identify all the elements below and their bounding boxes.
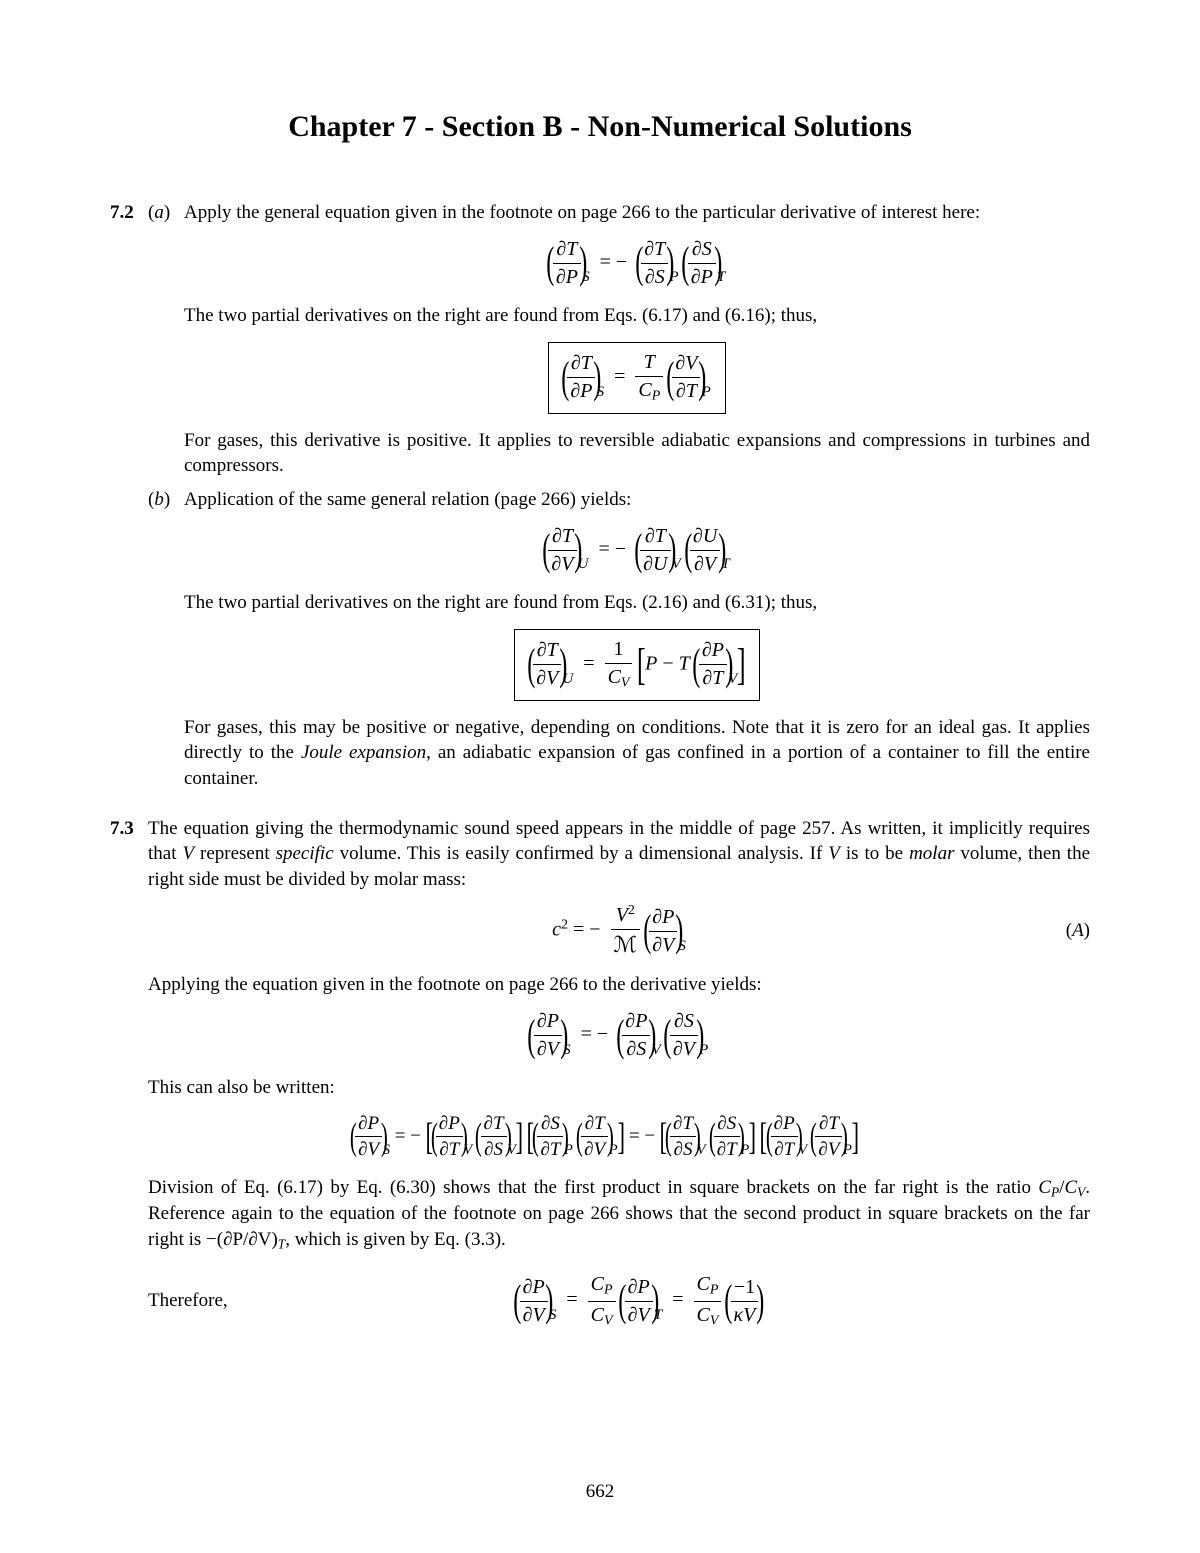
problem-7-2: 7.2 (a) Apply the general equation given… xyxy=(110,200,1090,798)
p73-after-A: Applying the equation given in the footn… xyxy=(148,972,1090,998)
part-a: (a) Apply the general equation given in … xyxy=(148,200,1090,479)
equation-7-3-long: (∂P∂V)S = − [(∂P∂T)V (∂T∂S)V] [(∂S∂T)P (… xyxy=(114,1111,1096,1163)
therefore-label: Therefore, xyxy=(148,1288,308,1314)
solutions-page: Chapter 7 - Section B - Non-Numerical So… xyxy=(0,0,1200,1553)
part-a-intro: Apply the general equation given in the … xyxy=(184,202,980,223)
chapter-title: Chapter 7 - Section B - Non-Numerical So… xyxy=(110,110,1090,144)
part-text: Apply the general equation given in the … xyxy=(184,200,1090,479)
problem-body: The equation giving the thermodynamic so… xyxy=(148,816,1090,1331)
problem-body: (a) Apply the general equation given in … xyxy=(148,200,1090,798)
equation-A: c2 = − V2ℳ (∂P∂V)S (A) xyxy=(148,902,1090,960)
p73-intro: The equation giving the thermodynamic so… xyxy=(148,818,1090,890)
part-b-after1: The two partial derivatives on the right… xyxy=(184,590,1090,616)
part-b: (b) Application of the same general rela… xyxy=(148,487,1090,792)
equation-7-3-therefore: (∂P∂V)S = CPCV (∂P∂V)T = CPCV (−1κV) xyxy=(308,1271,970,1331)
problem-7-3: 7.3 The equation giving the thermodynami… xyxy=(110,816,1090,1331)
equation-7-2a-1: (∂T∂P)S = − (∂T∂S)P (∂S∂P)T xyxy=(184,236,1090,291)
equation-tag: (A) xyxy=(1066,919,1090,945)
therefore-row: Therefore, (∂P∂V)S = CPCV (∂P∂V)T = CPCV… xyxy=(148,1271,1090,1331)
part-b-conclusion: For gases, this may be positive or negat… xyxy=(184,715,1090,792)
part-label: (a) xyxy=(148,200,184,479)
equation-7-2b-1: (∂T∂V)U = − (∂T∂U)V (∂U∂V)T xyxy=(184,523,1090,578)
problem-number: 7.2 xyxy=(110,200,148,798)
part-a-conclusion: For gases, this derivative is positive. … xyxy=(184,428,1090,479)
part-label: (b) xyxy=(148,487,184,792)
problem-number: 7.3 xyxy=(110,816,148,1331)
part-text: Application of the same general relation… xyxy=(184,487,1090,792)
equation-7-3-2: (∂P∂V)S = − (∂P∂S)V (∂S∂V)P xyxy=(148,1008,1090,1063)
part-b-intro: Application of the same general relation… xyxy=(184,489,631,510)
p73-also-written: This can also be written: xyxy=(148,1075,1090,1101)
equation-7-2b-boxed: (∂T∂V)U = 1CV [P − T (∂P∂T)V] xyxy=(184,629,1090,700)
equation-7-2a-boxed: (∂T∂P)S = TCP (∂V∂T)P xyxy=(184,342,1090,413)
page-number: 662 xyxy=(0,1481,1200,1503)
p73-division: Division of Eq. (6.17) by Eq. (6.30) sho… xyxy=(148,1175,1090,1253)
part-a-after1: The two partial derivatives on the right… xyxy=(184,303,1090,329)
